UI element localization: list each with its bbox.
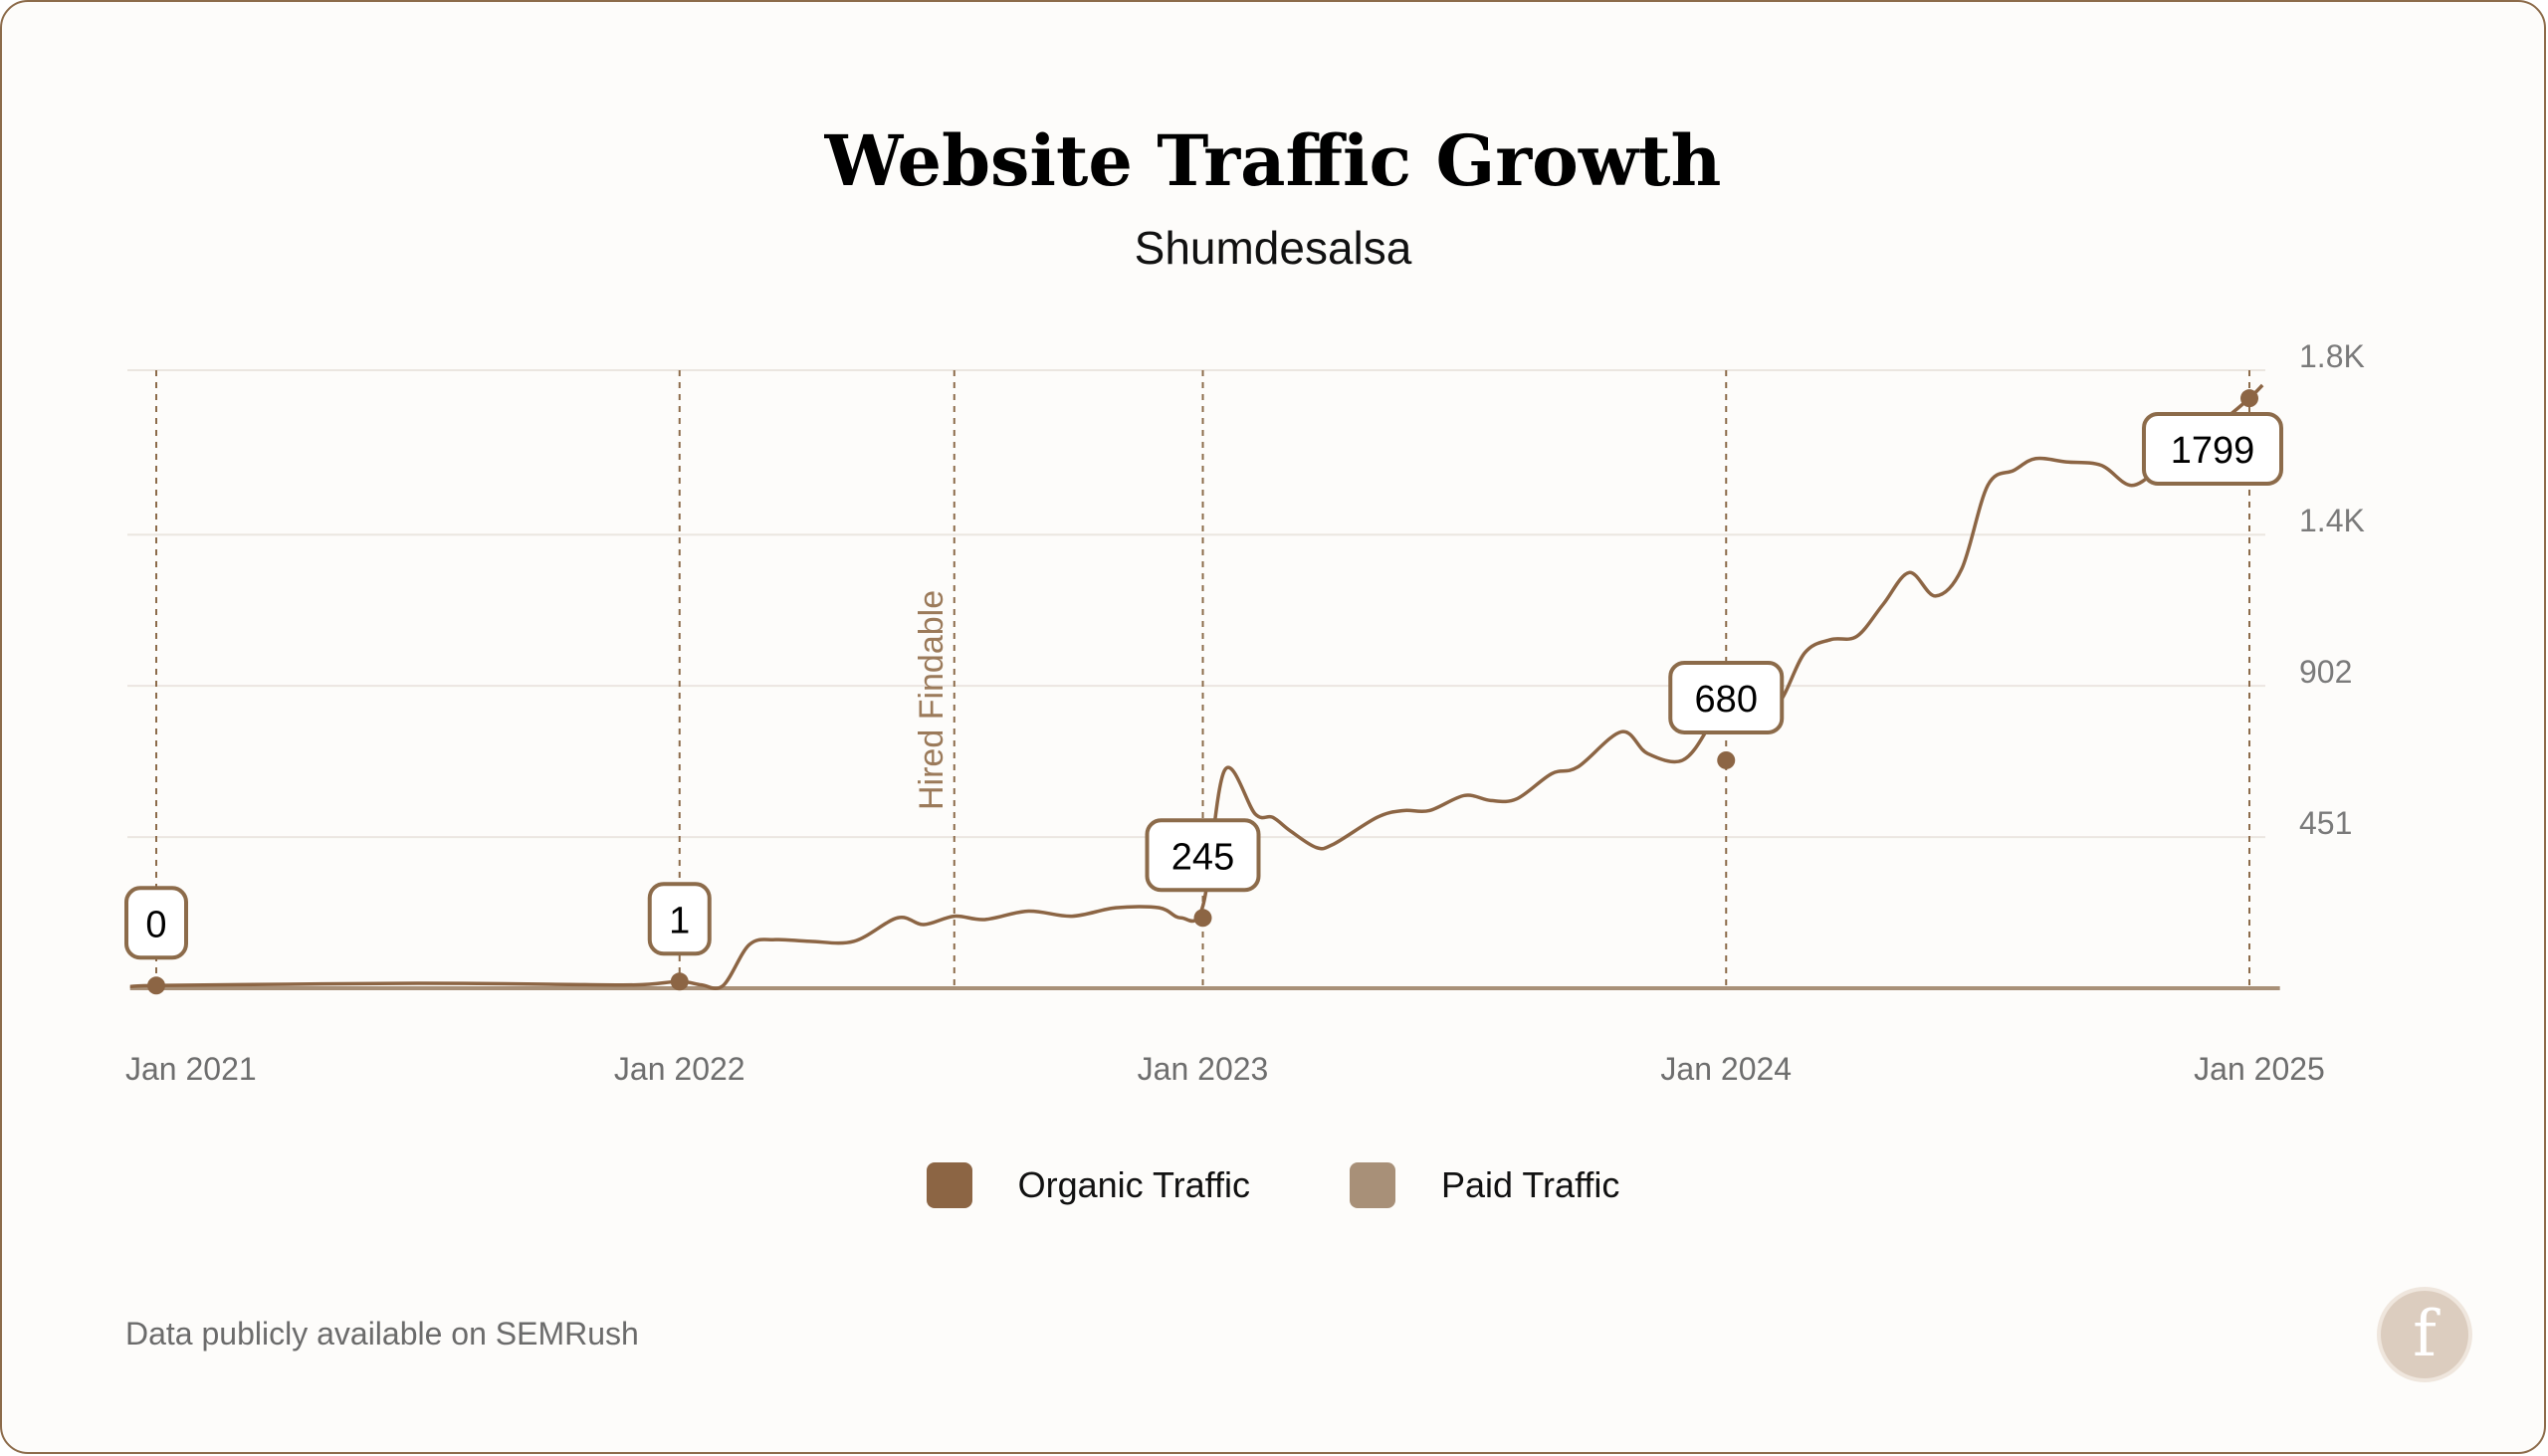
- value-callout-label: 1: [669, 900, 690, 941]
- source-note: Data publicly available on SEMRush: [125, 1316, 639, 1352]
- value-callout-label: 1799: [2171, 430, 2255, 472]
- annotation-label: Hired Findable: [913, 590, 951, 810]
- legend-swatch-organic: [926, 1162, 972, 1208]
- value-callout-box: [2142, 412, 2283, 486]
- marker-guides: [155, 370, 2250, 988]
- value-callout-box: [124, 886, 188, 960]
- value-callout-label: 680: [1695, 679, 1758, 721]
- value-callout-label: 245: [1171, 836, 1234, 878]
- organic-traffic-line: [129, 383, 2264, 990]
- x-tick-label: Jan 2025: [2194, 1051, 2325, 1087]
- data-point-marker: [670, 972, 689, 991]
- series-layer: [129, 383, 2280, 990]
- chart-subtitle: Shumdesalsa: [1134, 222, 1412, 274]
- x-tick-label: Jan 2021: [125, 1051, 257, 1087]
- legend-item-paid[interactable]: Paid Traffic: [1350, 1162, 1619, 1208]
- x-tick-label: Jan 2023: [1138, 1051, 1269, 1087]
- legend-swatch-paid: [1350, 1162, 1395, 1208]
- legend-label-paid: Paid Traffic: [1441, 1164, 1620, 1205]
- legend-label-organic: Organic Traffic: [1017, 1164, 1250, 1205]
- value-callout-box: [1668, 660, 1785, 734]
- chart-title: Website Traffic Growth: [824, 119, 1722, 202]
- y-tick-label: 451: [2299, 805, 2352, 841]
- value-callout-box: [647, 882, 712, 956]
- legend-item-organic[interactable]: Organic Traffic: [926, 1162, 1250, 1208]
- chart-legend: Organic Traffic Paid Traffic: [2, 1162, 2544, 1208]
- y-tick-label: 902: [2299, 654, 2352, 690]
- markers-layer: 0 1 245 680 1799: [124, 389, 2283, 995]
- data-point-marker: [147, 976, 165, 995]
- grid-lines: [127, 369, 2265, 839]
- data-point-marker: [1717, 750, 1736, 769]
- brand-logo-icon: f: [2377, 1287, 2472, 1382]
- y-tick-label: 1.8K: [2299, 338, 2365, 374]
- x-tick-label: Jan 2022: [614, 1051, 745, 1087]
- value-callout-label: 0: [145, 904, 166, 945]
- data-point-marker: [2240, 389, 2258, 408]
- tick-labels: 451 902 1.4K 1.8K Jan 2021 Jan 2022 Jan 2023 Ja…: [125, 338, 2365, 1087]
- y-tick-label: 1.4K: [2299, 503, 2365, 538]
- x-tick-label: Jan 2024: [1660, 1051, 1792, 1087]
- value-callout-box: [1145, 818, 1261, 893]
- data-point-marker: [1193, 909, 1212, 928]
